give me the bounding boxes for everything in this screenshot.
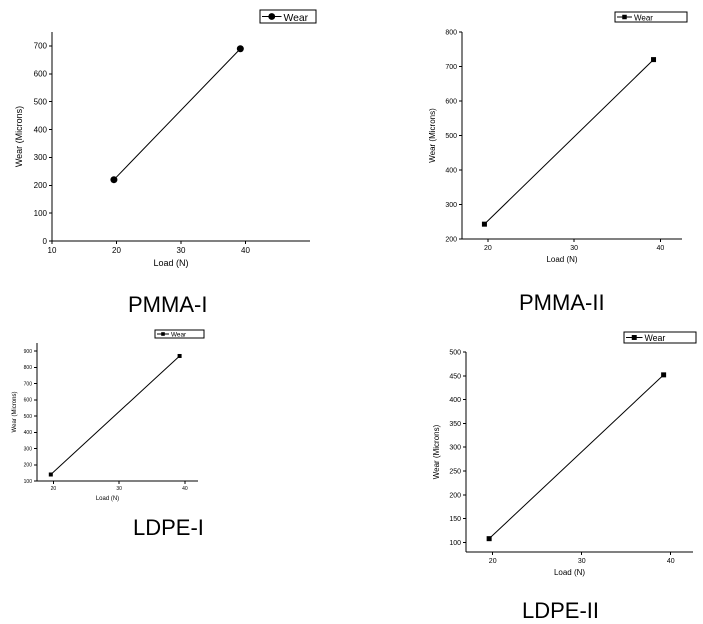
y-tick-label: 350	[449, 421, 461, 428]
y-tick-label: 600	[445, 98, 457, 105]
legend: Wear	[623, 331, 697, 344]
legend: Wear	[259, 9, 317, 24]
x-tick-label: 30	[116, 486, 122, 492]
y-tick-label: 500	[449, 349, 461, 356]
x-tick-label: 10	[48, 246, 57, 255]
data-point	[661, 372, 667, 378]
wear-chart-4: 20 30 40 100 150 200 250 300 350 400 450 500 Load (N…	[432, 331, 697, 577]
y-tick-label: 700	[445, 64, 457, 71]
y-tick-label: 600	[24, 398, 33, 404]
chart-caption: LDPE-II	[522, 598, 600, 623]
x-tick-label: 40	[182, 486, 188, 492]
y-tick-label: 700	[24, 381, 33, 387]
wear-series-line	[113, 48, 241, 181]
x-axis-title: Load (N)	[153, 258, 188, 268]
y-tick-label: 400	[449, 397, 461, 404]
y-tick-label: 400	[34, 125, 48, 134]
chart-caption: PMMA-II	[519, 290, 605, 315]
y-tick-label: 800	[24, 365, 33, 371]
x-tick-label: 30	[570, 245, 578, 252]
y-axis-title: Wear (Microns)	[14, 106, 24, 167]
legend-box	[614, 11, 688, 23]
legend-box	[154, 329, 205, 339]
chart-caption: PMMA-I	[128, 292, 208, 317]
x-axis-title: Load (N)	[96, 496, 119, 502]
legend-label: Wear	[171, 332, 187, 339]
y-tick-label: 300	[24, 446, 33, 452]
y-tick-label: 100	[24, 479, 33, 485]
y-axis-title: Wear (Microns)	[428, 108, 437, 163]
y-tick-label: 250	[449, 468, 461, 475]
legend-label: Wear	[634, 13, 653, 22]
data-point	[48, 472, 53, 477]
y-tick-label: 400	[24, 430, 33, 436]
x-tick-label: 20	[51, 486, 57, 492]
data-point	[177, 353, 182, 358]
x-tick-label: 30	[177, 246, 186, 255]
y-tick-label: 100	[449, 540, 461, 547]
y-tick-label: 900	[24, 349, 33, 355]
legend-swatch-marker	[631, 335, 637, 340]
wear-series-line	[484, 59, 654, 225]
y-tick-label: 300	[449, 445, 461, 452]
x-tick-label: 20	[112, 246, 121, 255]
x-tick-label: 40	[241, 246, 250, 255]
x-axis-title: Load (N)	[554, 568, 585, 577]
legend-box	[623, 331, 697, 344]
x-tick-label: 20	[484, 245, 492, 252]
y-tick-label: 450	[449, 373, 461, 380]
data-point	[481, 221, 487, 227]
y-tick-label: 300	[34, 153, 48, 162]
x-tick-label: 20	[489, 558, 497, 565]
x-tick-label: 40	[667, 558, 675, 565]
wear-series-line	[50, 355, 180, 475]
chart-caption: LDPE-I	[133, 515, 204, 540]
legend-label: Wear	[284, 13, 309, 24]
legend-swatch-marker	[622, 14, 627, 20]
legend: Wear	[614, 11, 688, 23]
y-tick-label: 200	[445, 236, 457, 243]
wear-series-line	[488, 374, 664, 540]
data-point	[110, 176, 118, 184]
data-point	[486, 536, 492, 542]
x-tick-label: 40	[657, 245, 665, 252]
wear-chart-2: 20 30 40 200 300 400 500 600 700 800 Load (N) Wear …	[428, 11, 688, 264]
legend-box	[259, 9, 317, 24]
legend: Wear	[154, 329, 205, 339]
legend-swatch-marker	[161, 332, 165, 336]
y-tick-label: 300	[445, 202, 457, 209]
y-tick-label: 0	[43, 237, 48, 246]
wear-chart-3: 20 30 40 100 200 300 400 500 600 700 800 900 Load (N…	[12, 329, 205, 502]
y-tick-label: 100	[34, 209, 48, 218]
x-axis-title: Load (N)	[546, 255, 577, 264]
y-tick-label: 500	[445, 133, 457, 140]
legend-swatch-marker	[268, 13, 276, 20]
y-tick-label: 200	[34, 181, 48, 190]
y-tick-label: 200	[24, 463, 33, 469]
data-point	[236, 45, 244, 53]
y-axis-title: Wear (Microns)	[432, 424, 441, 479]
y-tick-label: 600	[34, 70, 48, 79]
data-point	[651, 57, 657, 63]
y-tick-label: 500	[34, 97, 48, 106]
y-axis-title: Wear (Microns)	[12, 392, 18, 433]
y-tick-label: 700	[34, 42, 48, 51]
y-tick-label: 200	[449, 492, 461, 499]
y-tick-label: 150	[449, 516, 461, 523]
legend-label: Wear	[645, 333, 666, 343]
y-tick-label: 400	[445, 167, 457, 174]
x-tick-label: 30	[578, 558, 586, 565]
y-tick-label: 500	[24, 414, 33, 420]
y-tick-label: 800	[445, 29, 457, 36]
